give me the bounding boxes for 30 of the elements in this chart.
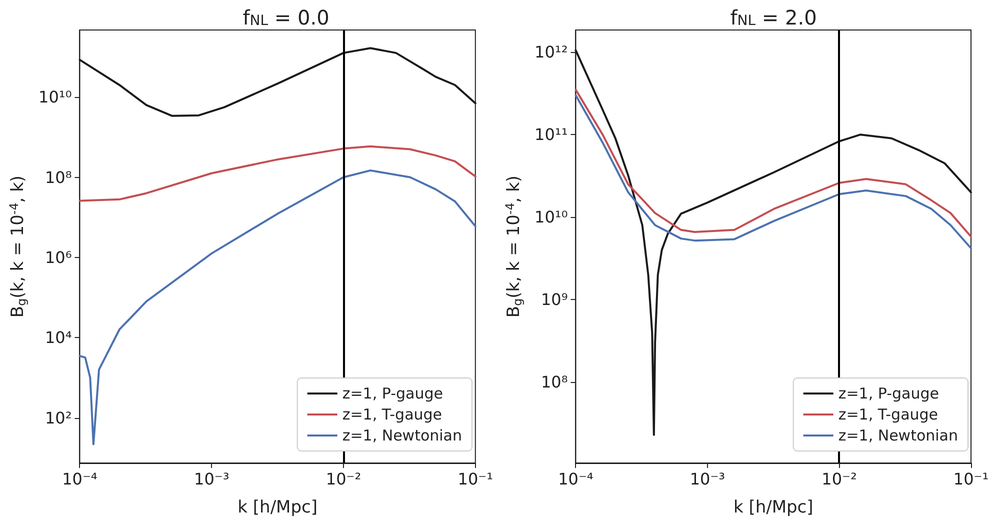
legend-label: z=1, P-gauge <box>342 384 443 402</box>
y-tick-label: 10¹² <box>534 42 568 62</box>
y-tick-label: 10⁹ <box>540 290 568 310</box>
x-tick-label: 10⁻⁴ <box>558 470 594 488</box>
x-tick-label: 10⁻² <box>326 470 362 488</box>
x-axis-title: k [h/Mpc] <box>238 498 318 518</box>
y-axis-title: Bg(k, k = 10-4, k) <box>7 175 29 318</box>
x-axis-title: k [h/Mpc] <box>733 498 814 518</box>
legend-label: z=1, T-gauge <box>342 406 442 424</box>
x-tick-label: 10⁻³ <box>690 470 726 488</box>
y-tick-label: 10⁸ <box>540 372 568 392</box>
y-axis-title: Bg(k, k = 10-4, k) <box>503 175 525 318</box>
legend-label: z=1, T-gauge <box>838 406 938 424</box>
legend-label: z=1, Newtonian <box>838 426 958 444</box>
y-tick-label: 10¹⁰ <box>38 88 72 107</box>
y-tick-label: 10¹⁰ <box>534 208 568 227</box>
chart-title: fNL = 0.0 <box>242 6 330 30</box>
y-tick-label: 10⁸ <box>44 168 72 187</box>
x-tick-label: 10⁻¹ <box>458 470 493 488</box>
y-tick-label: 10¹¹ <box>534 125 568 144</box>
x-tick-label: 10⁻³ <box>194 470 230 488</box>
chart-title: fNL = 2.0 <box>730 6 817 30</box>
legend-label: z=1, Newtonian <box>342 426 462 444</box>
legend-label: z=1, P-gauge <box>838 384 939 402</box>
y-tick-label: 10² <box>44 408 72 428</box>
y-tick-label: 10⁴ <box>44 328 72 348</box>
x-tick-label: 10⁻¹ <box>953 470 989 488</box>
y-tick-label: 10⁶ <box>44 248 72 267</box>
x-tick-label: 10⁻⁴ <box>62 470 98 488</box>
x-tick-label: 10⁻² <box>822 470 857 488</box>
